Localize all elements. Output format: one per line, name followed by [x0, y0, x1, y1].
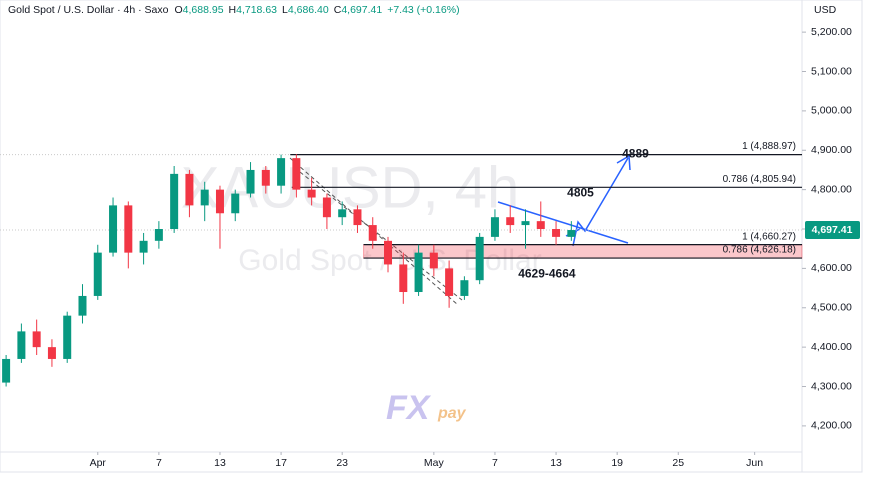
ohlc-value: 4,718.63: [236, 4, 277, 16]
x-tick-label: Apr: [90, 457, 107, 469]
symbol-title: Gold Spot / U.S. Dollar · 4h · Saxo: [8, 4, 169, 16]
candle-body: [292, 158, 301, 190]
y-tick-label: 4,600.00: [811, 262, 852, 274]
header: Gold Spot / U.S. Dollar · 4h · Saxo USD …: [8, 4, 837, 16]
logo-fx: FX: [386, 389, 432, 427]
y-tick-label: 5,100.00: [811, 65, 852, 77]
candle-body: [536, 221, 545, 230]
currency: USD: [814, 4, 837, 16]
ohlc-key: C: [334, 4, 342, 16]
candle-body: [460, 280, 469, 296]
candle-body: [567, 230, 576, 237]
candle-body: [384, 240, 393, 265]
y-tick-label: 4,900.00: [811, 144, 852, 156]
ohlc-value: 4,697.41: [341, 4, 382, 16]
x-tick-label: 19: [611, 457, 623, 469]
y-tick-label: 5,200.00: [811, 26, 852, 38]
annotation: 4889: [622, 146, 649, 160]
x-tick-label: 25: [672, 457, 684, 469]
candle-body: [17, 331, 26, 359]
candle-body: [231, 193, 240, 214]
y-tick-label: 4,800.00: [811, 183, 852, 195]
candle-body: [552, 229, 561, 237]
candle-body: [78, 295, 87, 316]
candle-body: [200, 189, 209, 206]
candle-body: [353, 209, 362, 226]
y-tick-label: 4,400.00: [811, 341, 852, 353]
x-tick-label: May: [424, 457, 445, 469]
candle-body: [307, 189, 316, 198]
x-tick-label: 23: [336, 457, 348, 469]
annotation: 4629-4664: [518, 266, 576, 280]
logo-pay: pay: [437, 405, 467, 422]
fib-label: 0.786 (4,805.94): [723, 174, 796, 185]
candle-body: [32, 331, 41, 348]
fib-label: 1 (4,660.27): [742, 231, 796, 242]
candle-body: [490, 217, 499, 237]
candle-body: [368, 225, 377, 241]
candle-body: [322, 197, 331, 218]
candle-body: [154, 229, 163, 241]
x-tick-label: 13: [214, 457, 226, 469]
ohlc-value: 4,686.40: [288, 4, 329, 16]
price-tag: [805, 221, 860, 240]
candle-body: [521, 221, 530, 226]
forecast-arrow: [572, 157, 629, 247]
triangle-line: [497, 201, 629, 244]
candle-body: [261, 169, 270, 186]
y-tick-label: 5,000.00: [811, 105, 852, 117]
candle-body: [2, 358, 11, 383]
arrow-head: [616, 154, 631, 171]
candle-body: [399, 264, 408, 293]
ohlc-key: H: [229, 4, 237, 16]
y-tick-label: 4,300.00: [811, 380, 852, 392]
fib-label: 1 (4,888.97): [742, 141, 796, 152]
price-change: +7.43 (+0.16%): [387, 4, 459, 16]
candle-body: [124, 205, 133, 253]
ohlc-key: L: [282, 4, 288, 16]
x-tick-label: 13: [550, 457, 562, 469]
y-tick-label: 4,200.00: [811, 420, 852, 432]
candle-body: [93, 252, 102, 296]
candle-body: [63, 315, 72, 359]
trend-line: [289, 157, 459, 306]
candle-body: [139, 240, 148, 253]
candle-body: [277, 158, 286, 186]
logo: FX pay: [386, 389, 467, 427]
ohlc-value: 4,688.95: [183, 4, 224, 16]
candle-body: [170, 173, 179, 230]
x-tick-label: 7: [156, 457, 162, 469]
y-tick-label: 4,500.00: [811, 302, 852, 314]
annotation: 4805: [567, 186, 594, 200]
candle-body: [215, 189, 224, 214]
candle-body: [445, 268, 454, 296]
candle-body: [506, 217, 515, 226]
x-tick-label: 17: [275, 457, 287, 469]
x-tick-label: Jun: [746, 457, 763, 469]
candle-body: [414, 252, 423, 293]
candle-body: [338, 209, 347, 218]
candle-body: [429, 252, 438, 269]
candle-body: [185, 173, 194, 206]
candle-body: [47, 347, 56, 359]
price-tag-label: 4,697.41: [812, 224, 853, 236]
candle-body: [109, 205, 118, 253]
candle-body: [475, 236, 484, 281]
ohlc-key: O: [174, 4, 182, 16]
candle-body: [246, 169, 255, 194]
fib-label: 0.786 (4,626.18): [723, 245, 796, 256]
x-tick-label: 7: [492, 457, 498, 469]
